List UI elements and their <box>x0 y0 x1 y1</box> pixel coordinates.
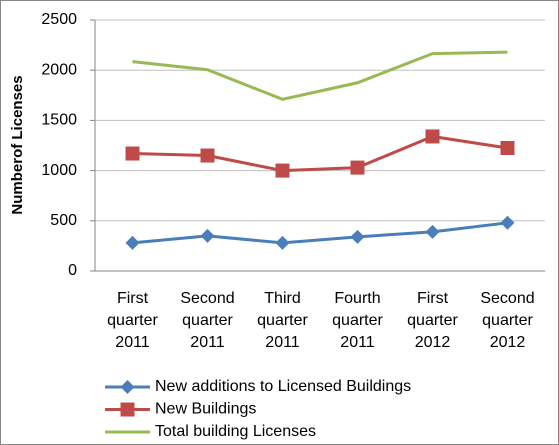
marker <box>275 235 290 250</box>
x-tick-label-line: 2012 <box>490 334 526 351</box>
x-tick-label: Second quarter 2012 <box>480 290 534 351</box>
y-tick-label: 0 <box>68 262 77 279</box>
series-line <box>132 221 508 245</box>
x-tick-label-line: 2011 <box>340 334 375 351</box>
x-tick-label-line: 2012 <box>415 334 451 351</box>
marker <box>500 215 515 230</box>
series-line <box>132 134 508 173</box>
marker <box>350 229 365 244</box>
x-tick-label-line: 2011 <box>115 334 150 351</box>
marker <box>350 160 365 175</box>
marker <box>125 235 140 250</box>
marker <box>425 129 440 144</box>
y-tick-label: 1000 <box>41 162 77 179</box>
x-tick-label-line: quarter <box>182 312 233 329</box>
x-tick-label-line: Third <box>264 290 300 307</box>
y-tick-label: 2500 <box>41 11 77 28</box>
marker <box>425 224 440 239</box>
x-tick-label-line: 2011 <box>265 334 300 351</box>
x-tick-label-line: First <box>417 290 449 307</box>
x-tick-label: First quarter 2012 <box>407 290 458 351</box>
marker <box>200 228 215 243</box>
y-tick-label: 2000 <box>41 61 77 78</box>
marker <box>200 148 215 163</box>
x-tick-label-line: Second <box>480 290 534 307</box>
x-tick-label-line: First <box>117 290 149 307</box>
x-tick-label-line: quarter <box>407 312 458 329</box>
x-tick-label-line: 2011 <box>190 334 225 351</box>
x-tick-label-line: quarter <box>257 312 308 329</box>
x-tick-label-line: Fourth <box>334 290 380 307</box>
legend-label: Total building Licenses <box>155 423 316 440</box>
marker <box>275 163 290 178</box>
marker <box>125 146 140 161</box>
legend-label: New Buildings <box>155 401 256 418</box>
x-tick-label: Fourth quarter 2011 <box>332 290 383 351</box>
x-tick-label-line: quarter <box>482 312 533 329</box>
x-tick-label-line: Second <box>180 290 234 307</box>
x-tick-label: Second quarter 2011 <box>180 290 234 351</box>
marker <box>120 402 135 417</box>
marker <box>500 141 515 156</box>
marker <box>120 380 135 394</box>
y-tick-label: 500 <box>50 212 77 229</box>
x-tick-label: Third quarter 2011 <box>257 290 308 351</box>
legend-label: New additions to Licensed Buildings <box>155 378 411 395</box>
x-tick-label: First quarter 2011 <box>107 290 158 351</box>
y-axis-title: Numberof Licenses <box>9 75 26 214</box>
x-tick-label-line: quarter <box>107 312 158 329</box>
y-tick-label: 1500 <box>41 112 77 129</box>
x-tick-label-line: quarter <box>332 312 383 329</box>
series-line <box>132 50 508 101</box>
